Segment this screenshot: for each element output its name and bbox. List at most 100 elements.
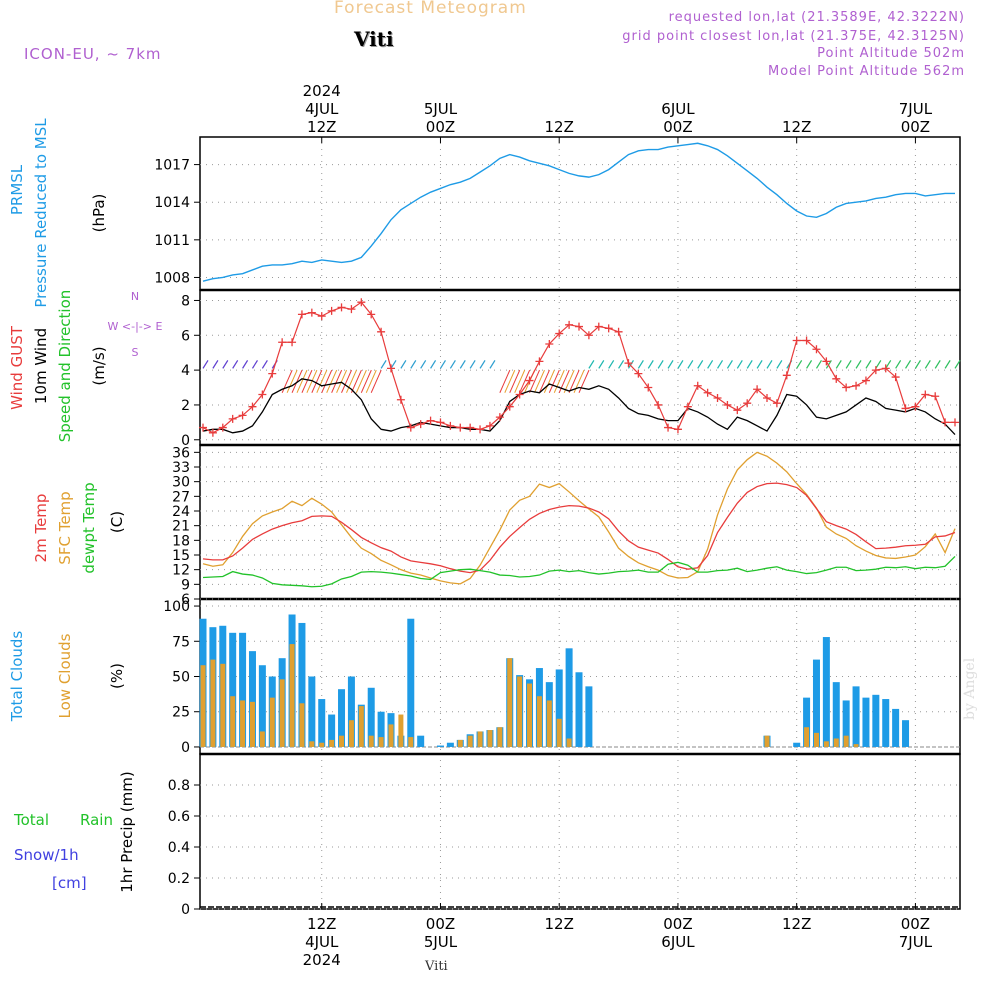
gust-marker bbox=[693, 381, 702, 390]
snow-label: Snow/1h bbox=[14, 846, 79, 864]
wind-arrow bbox=[618, 360, 625, 369]
y-tick-label: 2 bbox=[181, 398, 190, 414]
total-cloud-bar bbox=[347, 676, 355, 747]
wind-arrow bbox=[410, 360, 417, 369]
total-cloud-bar bbox=[328, 714, 336, 747]
total-cloud-bar bbox=[862, 697, 870, 747]
wind-arrow bbox=[766, 360, 773, 369]
wind-barb bbox=[341, 369, 352, 393]
wind-barb bbox=[311, 369, 323, 393]
wind-arrow bbox=[212, 360, 219, 369]
wind-barb bbox=[316, 369, 328, 393]
gust-marker bbox=[624, 359, 633, 368]
total-cloud-bar bbox=[793, 742, 801, 747]
wind-arrow bbox=[796, 360, 803, 369]
total-cloud-bar bbox=[585, 686, 593, 747]
gust-marker bbox=[278, 338, 287, 347]
gust-marker bbox=[911, 402, 920, 411]
gust-marker bbox=[861, 376, 870, 385]
low-cloud-bar bbox=[210, 659, 216, 747]
total-cloud-bar bbox=[308, 676, 316, 747]
total-cloud-bar bbox=[882, 699, 890, 747]
gust-marker bbox=[673, 425, 682, 434]
low-cloud-bar bbox=[527, 683, 533, 747]
y-tick-label: 1014 bbox=[154, 195, 190, 211]
y-tick-label: 25 bbox=[172, 705, 190, 721]
low-cloud-bar bbox=[348, 720, 354, 747]
gust-marker bbox=[367, 310, 376, 319]
total-cloud-bar bbox=[248, 651, 256, 747]
prmsl-label: PRMSL bbox=[8, 164, 26, 215]
chart-title: Forecast Meteogram bbox=[334, 0, 527, 18]
gust-marker bbox=[951, 418, 959, 427]
gust-marker bbox=[832, 374, 841, 383]
low-cloud-bar bbox=[358, 706, 364, 747]
time-label-bottom: 12Z bbox=[545, 915, 574, 933]
panel-frame-3 bbox=[199, 444, 961, 600]
low-cloud-bar bbox=[536, 696, 542, 747]
wind-barb bbox=[514, 369, 526, 393]
gust-marker bbox=[634, 369, 643, 378]
wind-arrow bbox=[954, 360, 961, 369]
gust-marker bbox=[317, 312, 326, 321]
y-tick-label: 33 bbox=[172, 460, 190, 476]
gust-marker bbox=[396, 395, 405, 404]
time-label-bottom: 6JUL bbox=[661, 933, 695, 951]
dewpt-label: dewpt Temp bbox=[80, 482, 98, 573]
gust-marker bbox=[664, 423, 673, 432]
wind-arrow bbox=[608, 360, 615, 369]
low-cloud-bar bbox=[398, 714, 404, 747]
wind-arrow bbox=[776, 360, 783, 369]
wind-arrow bbox=[835, 360, 842, 369]
low-cloud-bar bbox=[843, 735, 849, 747]
total-clouds-label: Total Clouds bbox=[8, 631, 26, 723]
total-cloud-bar bbox=[555, 669, 563, 747]
wind-arrow bbox=[697, 360, 704, 369]
wind-barb bbox=[499, 369, 511, 393]
wind-arrow bbox=[489, 360, 496, 369]
total-cloud-bar bbox=[318, 699, 326, 747]
y-tick-label: 0.8 bbox=[168, 778, 190, 794]
low-cloud-bar bbox=[804, 727, 810, 747]
low-cloud-bar bbox=[319, 742, 325, 747]
gust-marker bbox=[307, 308, 316, 317]
wind-barb bbox=[563, 369, 575, 393]
wind-arrow bbox=[865, 360, 872, 369]
gust-marker bbox=[604, 324, 613, 333]
gust-marker bbox=[406, 423, 415, 432]
wind-barb bbox=[529, 369, 540, 393]
temp-unit-label: (C) bbox=[108, 511, 126, 533]
time-label-top: 12Z bbox=[545, 118, 574, 136]
y-tick-label: 15 bbox=[172, 548, 190, 564]
low-cloud-bar bbox=[477, 731, 483, 747]
wind-arrow bbox=[815, 360, 822, 369]
wind-barb bbox=[543, 369, 555, 393]
gust-marker bbox=[891, 373, 900, 382]
wind-barb bbox=[346, 369, 357, 393]
time-label-top: 2024 bbox=[303, 82, 341, 100]
y-tick-label: 0.4 bbox=[168, 840, 190, 856]
total-cloud-bar bbox=[575, 672, 583, 747]
gust-marker bbox=[852, 381, 861, 390]
y-tick-label: 75 bbox=[172, 634, 190, 650]
gust-marker bbox=[871, 366, 880, 375]
wind-arrow bbox=[202, 360, 209, 369]
wind-arrow bbox=[726, 360, 733, 369]
wind-barb bbox=[286, 369, 298, 393]
gust-marker bbox=[357, 298, 366, 307]
wind-arrow bbox=[588, 360, 595, 369]
y-tick-label: 9 bbox=[181, 577, 190, 593]
gust-label: Wind GUST bbox=[8, 325, 26, 410]
gust-marker bbox=[753, 385, 762, 394]
y-tick-label: 100 bbox=[163, 599, 190, 615]
low-cloud-bar bbox=[546, 700, 552, 747]
wind-barb bbox=[301, 369, 313, 393]
low-cloud-bar bbox=[230, 696, 236, 747]
gust-marker bbox=[644, 383, 653, 392]
y-tick-label: 36 bbox=[172, 445, 190, 461]
wind-arrow bbox=[825, 360, 832, 369]
gust-marker bbox=[476, 425, 485, 434]
wind-arrow bbox=[400, 360, 407, 369]
gust-marker bbox=[881, 364, 890, 373]
time-label-bottom: 2024 bbox=[303, 951, 341, 969]
